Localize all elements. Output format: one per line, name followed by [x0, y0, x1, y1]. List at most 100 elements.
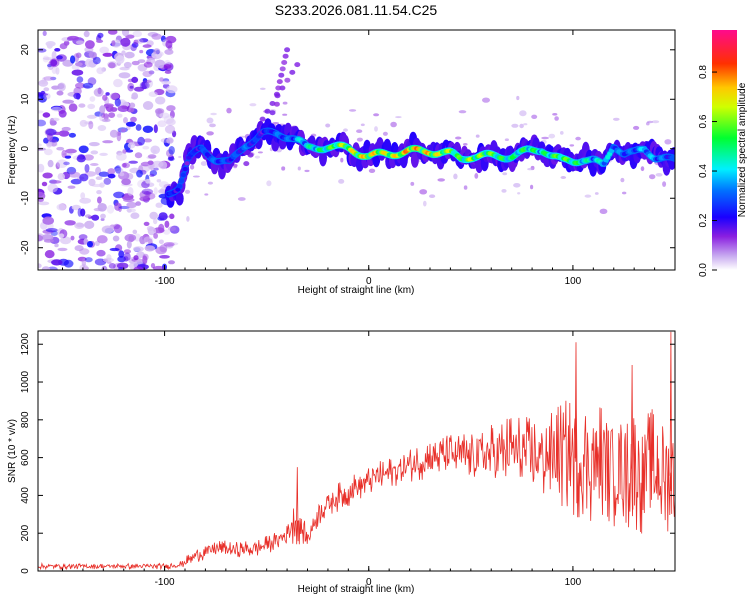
noise-blob: [51, 65, 58, 74]
noise-blob: [99, 112, 104, 122]
streak-blob: [281, 60, 288, 65]
noise-blob: [111, 40, 116, 47]
ridge-mark: [608, 148, 615, 153]
streak-blob: [243, 161, 250, 167]
noise-blob: [116, 152, 127, 161]
noise-blob: [81, 258, 87, 267]
noise-blob: [142, 70, 153, 78]
noise-blob: [45, 128, 57, 136]
faint-blob: [554, 116, 559, 121]
noise-blob: [96, 67, 105, 75]
noise-blob: [84, 214, 92, 218]
noise-blob: [96, 39, 104, 43]
faint-blob: [458, 110, 467, 114]
noise-blob: [168, 146, 175, 155]
faint-blob: [210, 112, 217, 116]
noise-blob: [134, 86, 144, 92]
faint-blob: [190, 164, 195, 170]
noise-blob: [168, 226, 176, 231]
noise-blob: [121, 105, 128, 110]
noise-blob: [123, 61, 132, 69]
noise-blob: [112, 235, 120, 242]
snr-y-label: SNR (10 * v/v): [7, 419, 18, 483]
noise-blob: [51, 106, 63, 112]
noise-blob: [42, 112, 51, 118]
faint-blob: [206, 131, 214, 136]
noise-blob: [41, 181, 48, 187]
noise-blob: [139, 81, 150, 90]
noise-blob: [95, 176, 103, 181]
faint-blob: [620, 177, 625, 183]
noise-blob: [130, 116, 137, 123]
noise-blob: [88, 51, 98, 59]
noise-blob: [96, 235, 108, 244]
streak-blob: [259, 116, 266, 122]
noise-blob: [79, 197, 92, 204]
streak-blob: [279, 85, 286, 91]
colorbar-tick-label: 0.0: [698, 263, 709, 277]
noise-blob: [169, 213, 175, 220]
faint-blob: [282, 113, 288, 116]
noise-blob: [126, 173, 134, 180]
noise-blob: [59, 43, 68, 50]
noise-blob: [87, 241, 93, 248]
noise-blob: [167, 156, 175, 162]
noise-blob: [158, 212, 168, 221]
noise-blob: [139, 38, 149, 43]
noise-blob: [132, 229, 138, 235]
noise-blob: [107, 30, 118, 35]
noise-blob: [57, 83, 65, 90]
noise-blob: [136, 251, 145, 258]
faint-blob: [523, 123, 528, 126]
faint-blob: [622, 191, 627, 195]
faint-blob: [530, 184, 534, 190]
noise-blob: [93, 88, 104, 97]
noise-blob: [106, 204, 115, 214]
noise-blob: [158, 189, 167, 194]
snr-x-label: Height of straight line (km): [298, 584, 415, 595]
noise-blob: [47, 183, 58, 193]
noise-blob: [74, 222, 85, 229]
faint-blob: [382, 131, 388, 136]
faint-blob: [482, 97, 490, 103]
noise-blob: [166, 105, 176, 112]
streak-blob: [282, 53, 289, 59]
noise-blob: [135, 124, 142, 131]
noise-blob: [153, 167, 159, 171]
noise-blob: [101, 118, 111, 123]
noise-blob: [74, 245, 84, 252]
noise-blob: [51, 117, 60, 122]
faint-blob: [651, 120, 660, 124]
noise-blob: [107, 173, 116, 179]
noise-blob: [38, 234, 43, 242]
faint-blob: [233, 164, 238, 169]
faint-blob: [395, 116, 402, 119]
noise-blob: [124, 51, 135, 59]
noise-blob: [51, 50, 57, 60]
noise-blob: [58, 110, 67, 118]
ridge-mark: [177, 184, 183, 189]
noise-blob: [158, 181, 169, 188]
faint-blob: [178, 155, 182, 159]
noise-blob: [43, 137, 49, 144]
faint-blob: [340, 157, 344, 163]
noise-blob: [163, 64, 172, 69]
noise-blob: [42, 57, 54, 61]
faint-blob: [282, 101, 288, 105]
noise-blob: [152, 265, 165, 270]
noise-blob: [143, 61, 153, 68]
streak-blob: [289, 69, 296, 75]
noise-blob: [128, 160, 138, 164]
noise-blob: [54, 48, 61, 52]
noise-blob: [97, 125, 107, 131]
noise-blob: [113, 78, 123, 88]
noise-blob: [64, 220, 76, 226]
noise-blob: [129, 102, 136, 109]
noise-blob: [135, 258, 145, 265]
noise-blob: [123, 256, 129, 262]
spectrogram-y-ticks: -20 -10 0 10 20: [20, 44, 675, 255]
x-tick-label: 100: [565, 577, 582, 588]
noise-blob: [68, 103, 78, 112]
noise-blob: [56, 159, 68, 168]
noise-blob: [38, 263, 42, 269]
